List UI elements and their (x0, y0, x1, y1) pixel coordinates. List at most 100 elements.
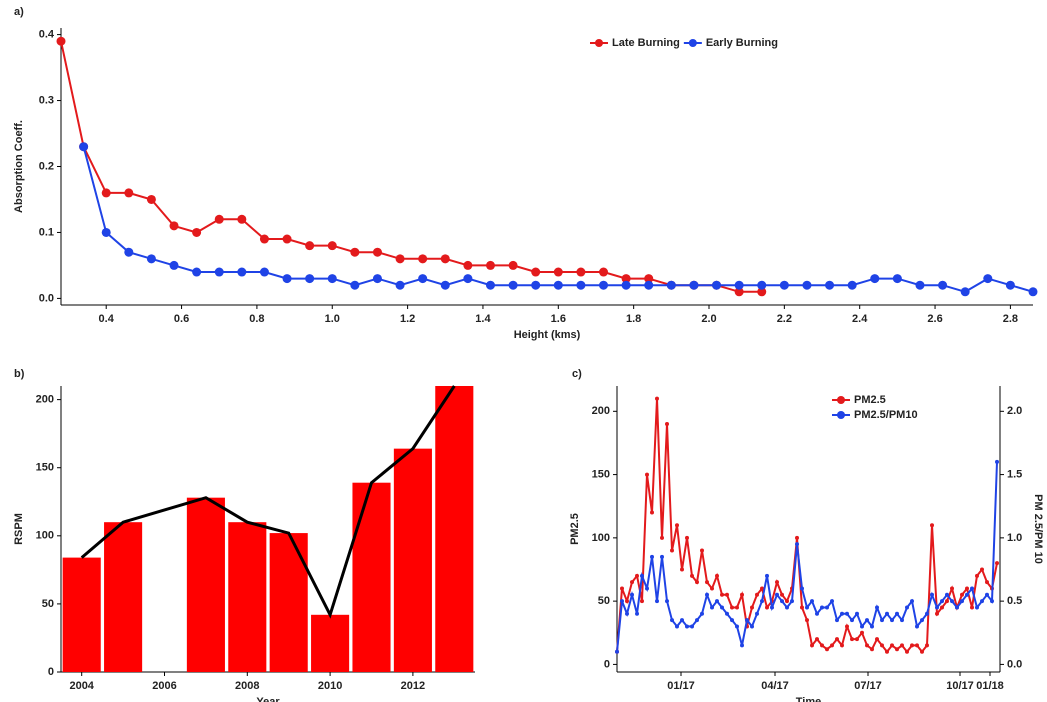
marker (860, 624, 864, 629)
y-tick-label: 50 (42, 598, 54, 610)
marker (418, 254, 428, 264)
marker (775, 580, 779, 585)
bar (228, 522, 267, 672)
marker (880, 618, 884, 623)
marker (599, 280, 609, 290)
y-axis-title: Absorption Coeff. (13, 120, 25, 213)
marker (259, 267, 269, 277)
marker (755, 592, 759, 597)
marker (680, 567, 684, 572)
marker (665, 421, 669, 426)
marker (725, 611, 729, 616)
marker (830, 643, 834, 648)
y-tick-label: 0.3 (39, 94, 54, 106)
marker (645, 586, 649, 591)
marker (79, 142, 89, 152)
marker (101, 227, 111, 237)
marker (810, 599, 814, 604)
marker (960, 287, 970, 297)
marker (830, 599, 834, 604)
y-axis-title: RSPM (13, 513, 25, 545)
marker (800, 605, 804, 610)
marker (395, 254, 405, 264)
marker (920, 649, 924, 654)
marker (920, 618, 924, 623)
bar (435, 386, 474, 672)
y-tick-label: 0 (48, 666, 54, 678)
x-axis-title: Time (796, 696, 821, 702)
marker (620, 599, 624, 604)
marker (770, 605, 774, 610)
x-tick-label: 01/17 (667, 680, 695, 692)
marker (915, 624, 919, 629)
y-tick-label: 200 (592, 405, 610, 417)
x-tick-label: 2.6 (927, 313, 942, 325)
marker (895, 647, 899, 652)
x-tick-label: 2004 (69, 680, 94, 692)
x-tick-label: 0.4 (99, 313, 115, 325)
marker (875, 637, 879, 642)
marker (305, 241, 315, 251)
x-tick-label: 2.0 (701, 313, 716, 325)
marker (531, 280, 541, 290)
marker (690, 624, 694, 629)
marker (715, 573, 719, 578)
marker (635, 611, 639, 616)
marker (734, 287, 744, 297)
x-tick-label: 1.0 (325, 313, 340, 325)
marker (350, 280, 360, 290)
y-tick-label: 100 (36, 530, 54, 542)
marker (910, 599, 914, 604)
marker (805, 605, 809, 610)
marker (695, 580, 699, 585)
marker (860, 630, 864, 635)
marker (630, 580, 634, 585)
marker (705, 592, 709, 597)
panel-label: a) (14, 6, 24, 18)
marker (970, 605, 974, 610)
marker (705, 580, 709, 585)
x-tick-label: 1.2 (400, 313, 415, 325)
marker (810, 643, 814, 648)
y2-tick-label: 2.0 (1007, 405, 1022, 417)
marker (930, 523, 934, 528)
marker (980, 567, 984, 572)
x-tick-label: 04/17 (761, 680, 789, 692)
marker (214, 214, 224, 224)
marker (169, 221, 179, 231)
marker (372, 274, 382, 284)
marker (700, 548, 704, 553)
x-tick-label: 2010 (318, 680, 342, 692)
marker (895, 611, 899, 616)
marker (925, 611, 929, 616)
marker (880, 643, 884, 648)
marker (925, 643, 929, 648)
x-tick-label: 0.6 (174, 313, 189, 325)
marker (1005, 280, 1015, 290)
marker (655, 396, 659, 401)
bar (393, 448, 432, 672)
x-tick-label: 2006 (152, 680, 176, 692)
x-tick-label: 01/18 (976, 680, 1004, 692)
marker (625, 599, 629, 604)
marker (670, 548, 674, 553)
marker (620, 586, 624, 591)
marker (553, 280, 563, 290)
marker (870, 647, 874, 652)
marker (485, 260, 495, 270)
y-tick-label: 200 (36, 394, 54, 406)
marker (915, 280, 925, 290)
bar (269, 533, 308, 672)
marker (101, 188, 111, 198)
marker (757, 280, 767, 290)
x-tick-label: 07/17 (854, 680, 882, 692)
marker (621, 280, 631, 290)
marker (730, 618, 734, 623)
marker (640, 573, 644, 578)
y2-tick-label: 0.0 (1007, 658, 1022, 670)
y-tick-label: 50 (598, 595, 610, 607)
marker (757, 287, 767, 297)
marker (599, 267, 609, 277)
marker (640, 599, 644, 604)
series-line (60, 40, 762, 293)
